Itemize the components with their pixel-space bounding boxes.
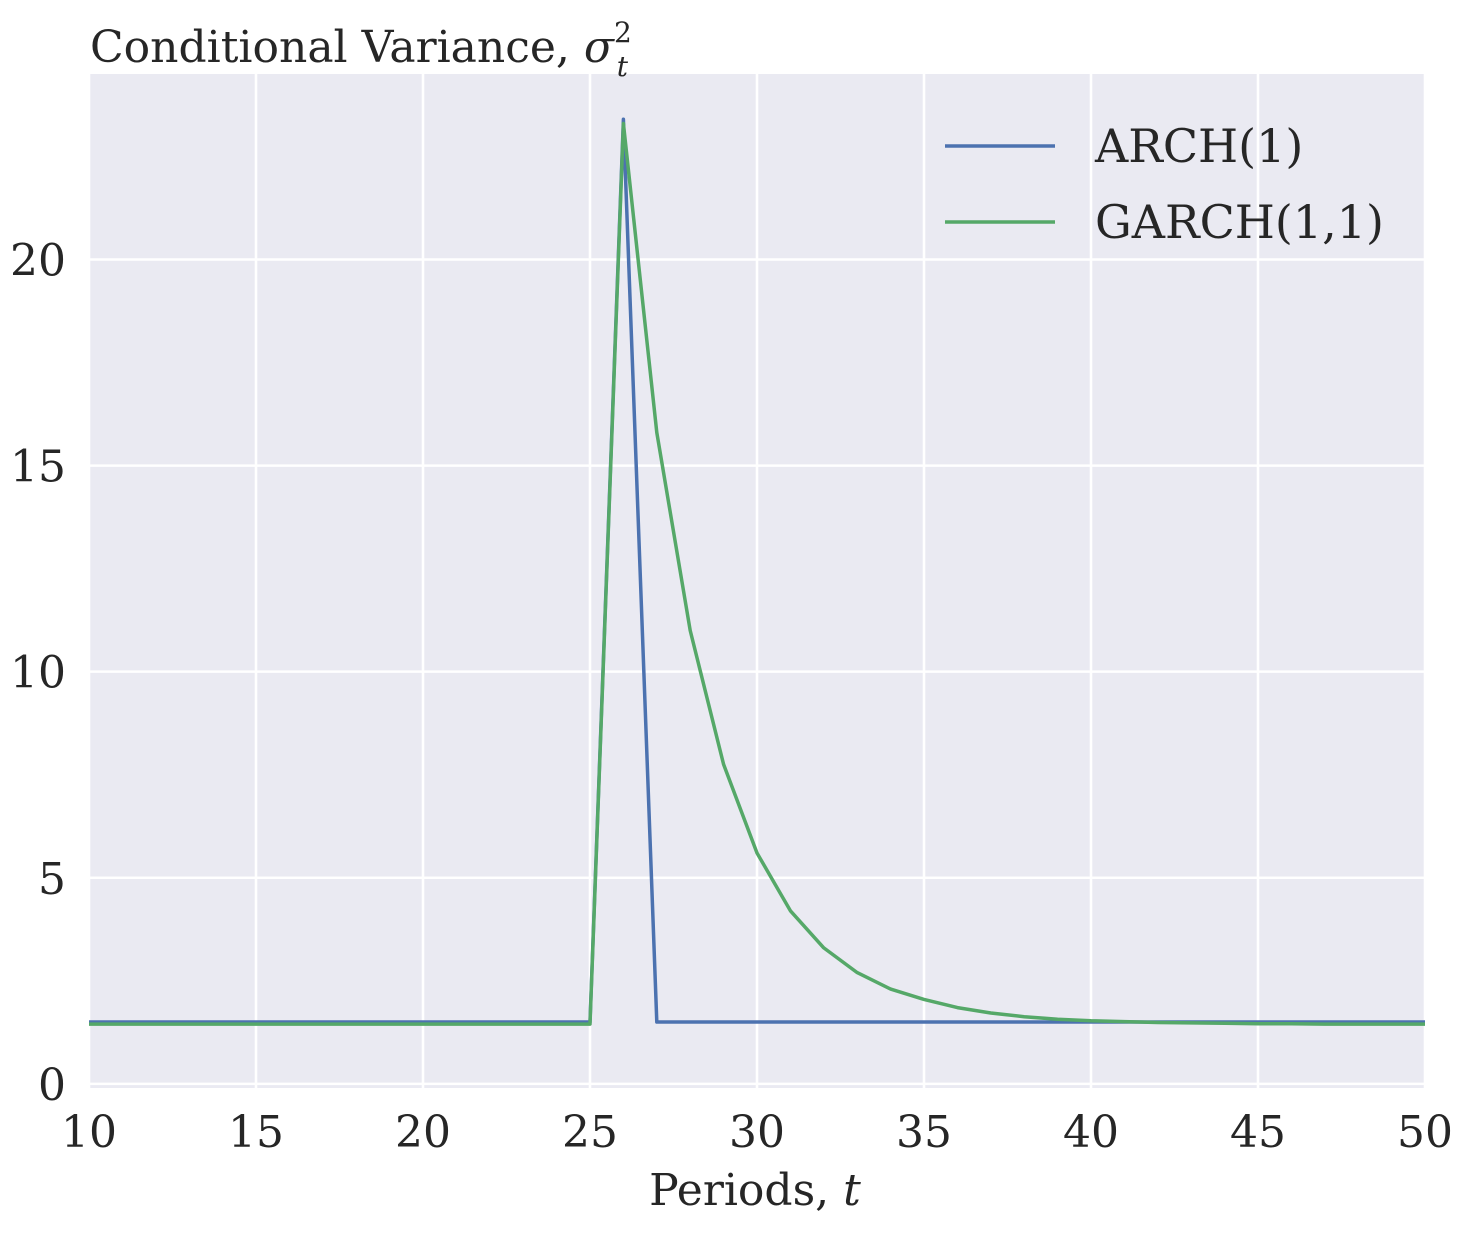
x-tick-label: 35	[896, 1107, 952, 1158]
y-tick-label: 20	[10, 235, 66, 286]
x-tick-label: 25	[562, 1107, 618, 1158]
x-axis-label: Periods, t	[649, 1165, 861, 1216]
y-tick-label: 10	[10, 648, 66, 699]
series-lines	[89, 117, 1425, 1026]
y-tick-label: 15	[10, 442, 66, 493]
x-tick-label: 40	[1063, 1107, 1119, 1158]
y-tick-label: 5	[38, 854, 66, 905]
y-tick-label: 0	[38, 1060, 66, 1111]
x-tick-label: 45	[1230, 1107, 1286, 1158]
x-tick-label: 50	[1397, 1107, 1453, 1158]
x-tick-label: 20	[395, 1107, 451, 1158]
tick-labels: 10 15 20 25 30 35 40 45 50 0 5 10 15 20	[10, 235, 1453, 1158]
series-line-garch-1-1	[89, 121, 1425, 1026]
grid-lines	[87, 74, 1427, 1088]
x-tick-label: 15	[228, 1107, 284, 1158]
x-tick-label: 10	[61, 1107, 117, 1158]
x-tick-label: 30	[729, 1107, 785, 1158]
legend: ARCH(1) GARCH(1,1)	[945, 119, 1384, 249]
chart-title: Conditional Variance, σ2 t	[90, 16, 632, 83]
legend-label-garch: GARCH(1,1)	[1095, 195, 1384, 249]
legend-label-arch: ARCH(1)	[1094, 119, 1303, 173]
